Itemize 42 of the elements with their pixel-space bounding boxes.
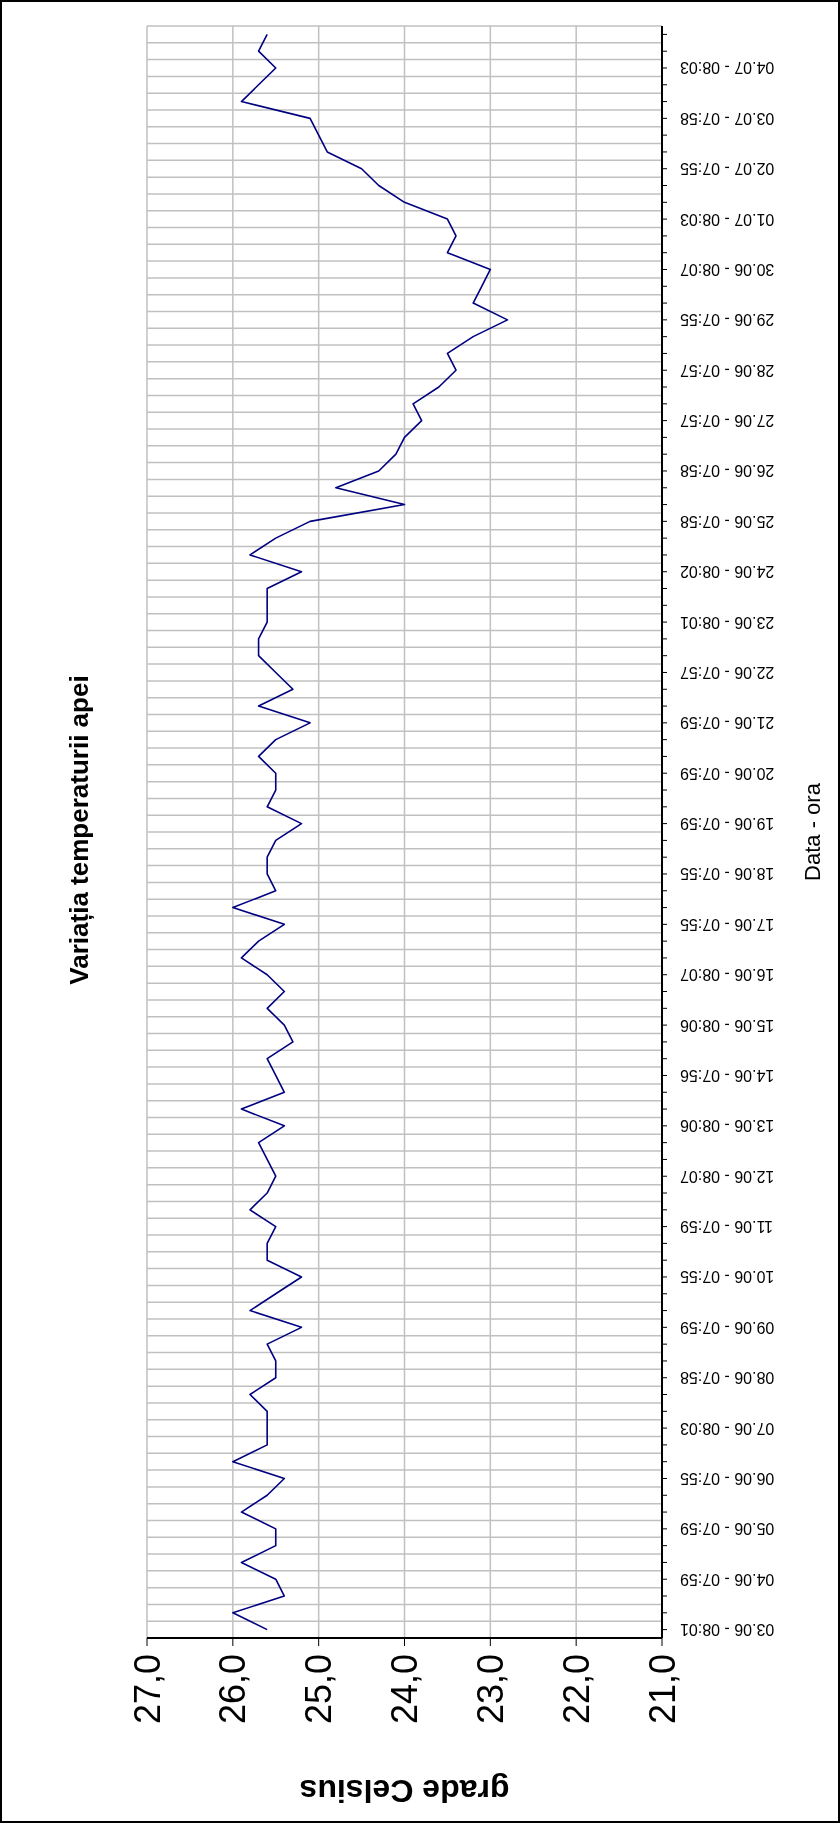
x-tick-label: 22,0 xyxy=(555,1654,597,1725)
y-tick-label: 24.06 - 08:02 xyxy=(679,563,775,581)
x-tick-label: 24,0 xyxy=(384,1654,425,1725)
x-tick-label: 27,0 xyxy=(126,1654,168,1725)
y-tick-label: 03.06 - 08:01 xyxy=(679,1621,775,1639)
y-tick-label: 08.06 - 07:58 xyxy=(679,1369,775,1387)
y-tick-label: 18.06 - 07:55 xyxy=(679,865,775,883)
y-tick-label: 13.06 - 08:06 xyxy=(679,1117,775,1135)
x-tick-label: 23,0 xyxy=(469,1654,511,1725)
y-tick-label: 23.06 - 08:01 xyxy=(679,613,775,631)
y-tick-label: 06.06 - 07:55 xyxy=(679,1469,775,1487)
y-axis-title: Data - ora xyxy=(800,782,825,881)
y-tick-label: 26.06 - 07:58 xyxy=(679,462,775,480)
y-tick-label: 17.06 - 07:55 xyxy=(679,915,775,933)
y-tick-label: 12.06 - 08:07 xyxy=(679,1167,775,1185)
y-tick-label: 02.07 - 07:55 xyxy=(679,160,775,178)
y-tick-label: 20.06 - 07:59 xyxy=(679,764,775,782)
y-tick-label: 05.06 - 07:59 xyxy=(679,1520,775,1538)
y-tick-label: 19.06 - 07:59 xyxy=(679,815,775,833)
y-tick-label: 01.07 - 08:03 xyxy=(679,210,775,228)
y-tick-label: 21.06 - 07:59 xyxy=(679,714,775,732)
x-tick-label: 25,0 xyxy=(298,1654,340,1725)
x-axis-title: grade Celsius xyxy=(299,1772,510,1809)
y-tick-label: 04.07 - 08:03 xyxy=(679,59,775,77)
y-tick-label: 09.06 - 07:59 xyxy=(679,1318,775,1336)
y-tick-label: 04.06 - 07:59 xyxy=(679,1570,775,1588)
y-tick-label: 14.06 - 07:56 xyxy=(679,1066,775,1084)
text: Variația temperaturii apei xyxy=(64,674,95,987)
y-tick-label: 22.06 - 07:57 xyxy=(679,663,775,681)
y-tick-label: 30.06 - 08:07 xyxy=(679,260,775,278)
y-tick-label: 27.06 - 07:57 xyxy=(679,412,775,430)
y-tick-label: 07.06 - 08:03 xyxy=(679,1419,775,1437)
y-tick-label: 29.06 - 07:55 xyxy=(679,311,775,329)
y-tick-label: 03.07 - 07:58 xyxy=(679,109,775,127)
y-tick-label: 10.06 - 07:55 xyxy=(679,1268,775,1286)
x-tick-label: 21,0 xyxy=(641,1654,683,1725)
y-tick-label: 15.06 - 08:06 xyxy=(679,1016,775,1034)
x-tick-label: 26,0 xyxy=(212,1654,254,1725)
y-tick-label: 16.06 - 08:07 xyxy=(679,966,775,984)
y-tick-label: 25.06 - 07:58 xyxy=(679,512,775,530)
y-tick-label: 11.06 - 07:59 xyxy=(679,1218,774,1236)
y-tick-label: 28.06 - 07:57 xyxy=(679,361,775,379)
